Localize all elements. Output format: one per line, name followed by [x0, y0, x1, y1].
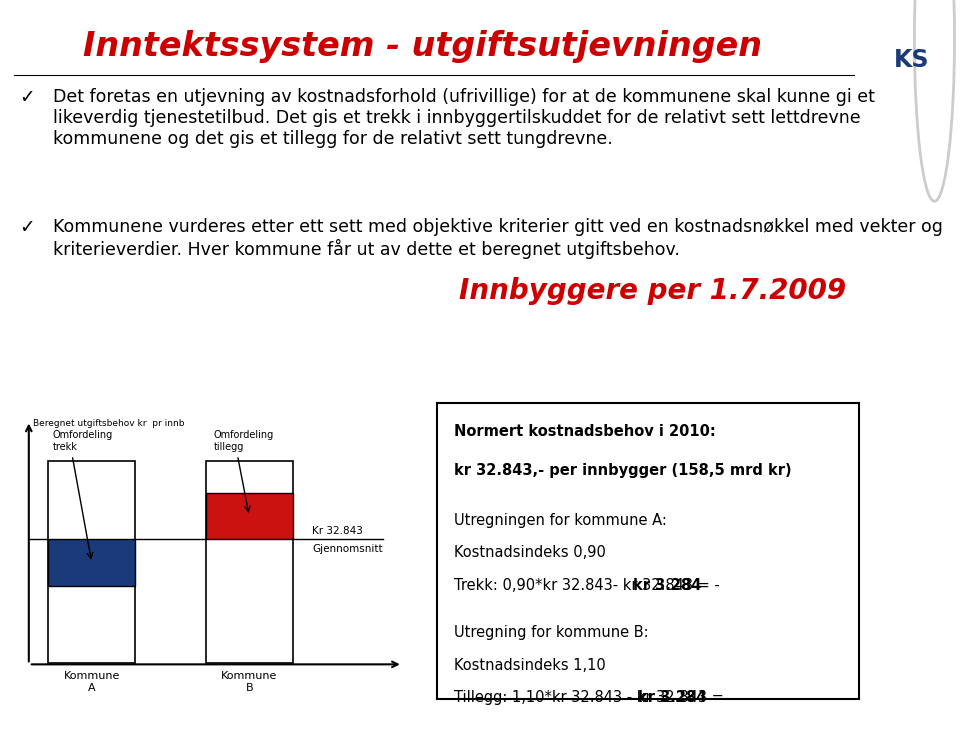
Bar: [48, 539, 135, 586]
Text: Beregnet utgiftsbehov kr  pr innb: Beregnet utgiftsbehov kr pr innb: [33, 419, 184, 428]
Text: Kommunene vurderes etter ett sett med objektive kriterier gitt ved en kostnadsnø: Kommunene vurderes etter ett sett med ob…: [53, 218, 943, 259]
Text: Omfordeling
tillegg: Omfordeling tillegg: [214, 430, 274, 452]
Text: Trekk: 0,90*kr 32.843- kr 32.843 = -: Trekk: 0,90*kr 32.843- kr 32.843 = -: [454, 578, 724, 593]
Text: Kostnadsindeks 1,10: Kostnadsindeks 1,10: [454, 658, 606, 673]
Text: kr 3.284: kr 3.284: [638, 690, 707, 705]
Text: Omfordeling
trekk: Omfordeling trekk: [53, 430, 112, 452]
Text: KS: KS: [895, 48, 930, 72]
Text: Utregningen for kommune A:: Utregningen for kommune A:: [454, 513, 666, 528]
Bar: [206, 461, 293, 663]
Text: kr 32.843,- per innbygger (158,5 mrd kr): kr 32.843,- per innbygger (158,5 mrd kr): [454, 462, 791, 477]
Text: kr 3.284: kr 3.284: [634, 578, 702, 593]
Text: Normert kostnadsbehov i 2010:: Normert kostnadsbehov i 2010:: [454, 424, 715, 439]
Text: Gjennomsnitt: Gjennomsnitt: [312, 544, 383, 554]
Bar: [48, 461, 135, 663]
Text: ✓: ✓: [19, 218, 35, 237]
Text: Kr 32.843: Kr 32.843: [312, 526, 363, 536]
Text: Inntektssystem - utgiftsutjevningen: Inntektssystem - utgiftsutjevningen: [83, 30, 762, 63]
Text: Kommune
A: Kommune A: [63, 670, 120, 693]
Text: Det foretas en utjevning av kostnadsforhold (ufrivillige) for at de kommunene sk: Det foretas en utjevning av kostnadsforh…: [53, 88, 875, 147]
Bar: [206, 493, 293, 539]
Text: ✓: ✓: [19, 88, 35, 107]
Text: Tillegg: 1,10*kr 32.843 - kr 32.843 =: Tillegg: 1,10*kr 32.843 - kr 32.843 =: [454, 690, 728, 705]
Text: Kostnadsindeks 0,90: Kostnadsindeks 0,90: [454, 545, 606, 560]
Text: Kommune
B: Kommune B: [221, 670, 277, 693]
Text: Utregning for kommune B:: Utregning for kommune B:: [454, 625, 648, 640]
Text: Innbyggere per 1.7.2009: Innbyggere per 1.7.2009: [459, 277, 847, 305]
